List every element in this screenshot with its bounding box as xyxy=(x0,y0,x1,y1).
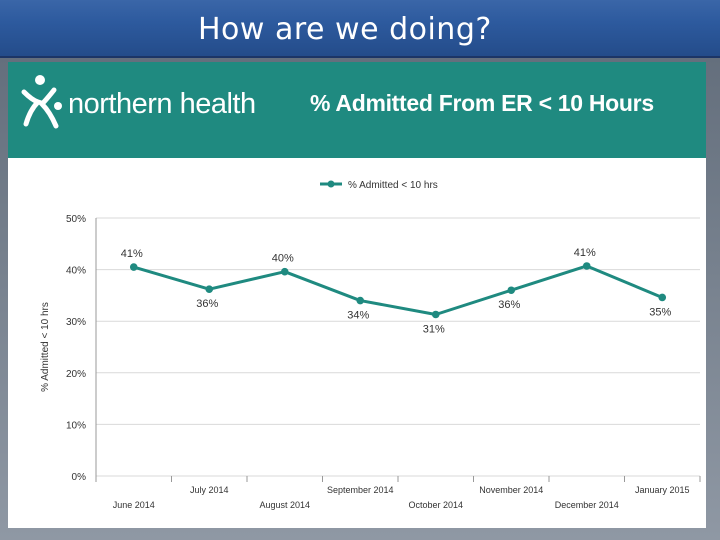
data-label: 41% xyxy=(121,248,143,260)
x-tick-label: October 2014 xyxy=(408,500,463,510)
data-point xyxy=(582,262,591,270)
line-chart: % Admitted < 10 hrs 0% 10% 20% 30% 40% 50% % Ad… xyxy=(40,180,701,510)
northern-health-logo: northern health xyxy=(18,70,258,140)
y-tick-label: 20% xyxy=(66,369,86,380)
slide-title-bar: How are we doing? xyxy=(0,0,720,58)
chart-area: % Admitted < 10 hrs 0% 10% 20% 30% 40% 50% % Ad… xyxy=(8,170,706,528)
x-tick-label: September 2014 xyxy=(327,485,394,495)
x-tick-label: June 2014 xyxy=(113,500,155,510)
y-tick-label: 30% xyxy=(66,317,86,328)
data-point xyxy=(356,296,365,305)
x-tick-label: December 2014 xyxy=(555,500,619,510)
data-label: 35% xyxy=(649,306,671,318)
data-label: 40% xyxy=(272,253,294,265)
header-banner: northern health % Admitted From ER < 10 … xyxy=(8,62,706,158)
data-point xyxy=(658,293,667,302)
data-point xyxy=(280,267,289,276)
data-label: 34% xyxy=(347,310,369,322)
series-line xyxy=(133,264,663,316)
slide-title: How are we doing? xyxy=(198,12,492,47)
x-tick-label: November 2014 xyxy=(479,485,543,495)
legend-label: % Admitted < 10 hrs xyxy=(348,180,438,191)
slide-content: northern health % Admitted From ER < 10 … xyxy=(8,62,706,528)
data-point xyxy=(129,263,138,271)
data-label: 36% xyxy=(196,298,218,310)
y-tick-label: 50% xyxy=(66,214,86,225)
logo-text: northern health xyxy=(68,88,256,120)
chart-title: % Admitted From ER < 10 Hours xyxy=(310,90,654,116)
northern-health-figure-icon xyxy=(21,75,62,129)
data-point xyxy=(507,286,516,295)
y-tick-label: 0% xyxy=(72,472,87,483)
data-point xyxy=(431,310,440,319)
y-tick-label: 40% xyxy=(66,266,86,277)
data-label: 31% xyxy=(423,323,445,335)
y-tick-label: 10% xyxy=(66,420,86,431)
data-point xyxy=(205,285,214,294)
x-tick-label: August 2014 xyxy=(259,500,310,510)
y-axis-label: % Admitted < 10 hrs xyxy=(40,302,51,392)
data-label: 41% xyxy=(574,247,596,259)
data-label: 36% xyxy=(498,299,520,311)
x-tick-label: January 2015 xyxy=(635,485,690,495)
legend-swatch-marker xyxy=(327,180,335,188)
x-tick-label: July 2014 xyxy=(190,485,229,495)
